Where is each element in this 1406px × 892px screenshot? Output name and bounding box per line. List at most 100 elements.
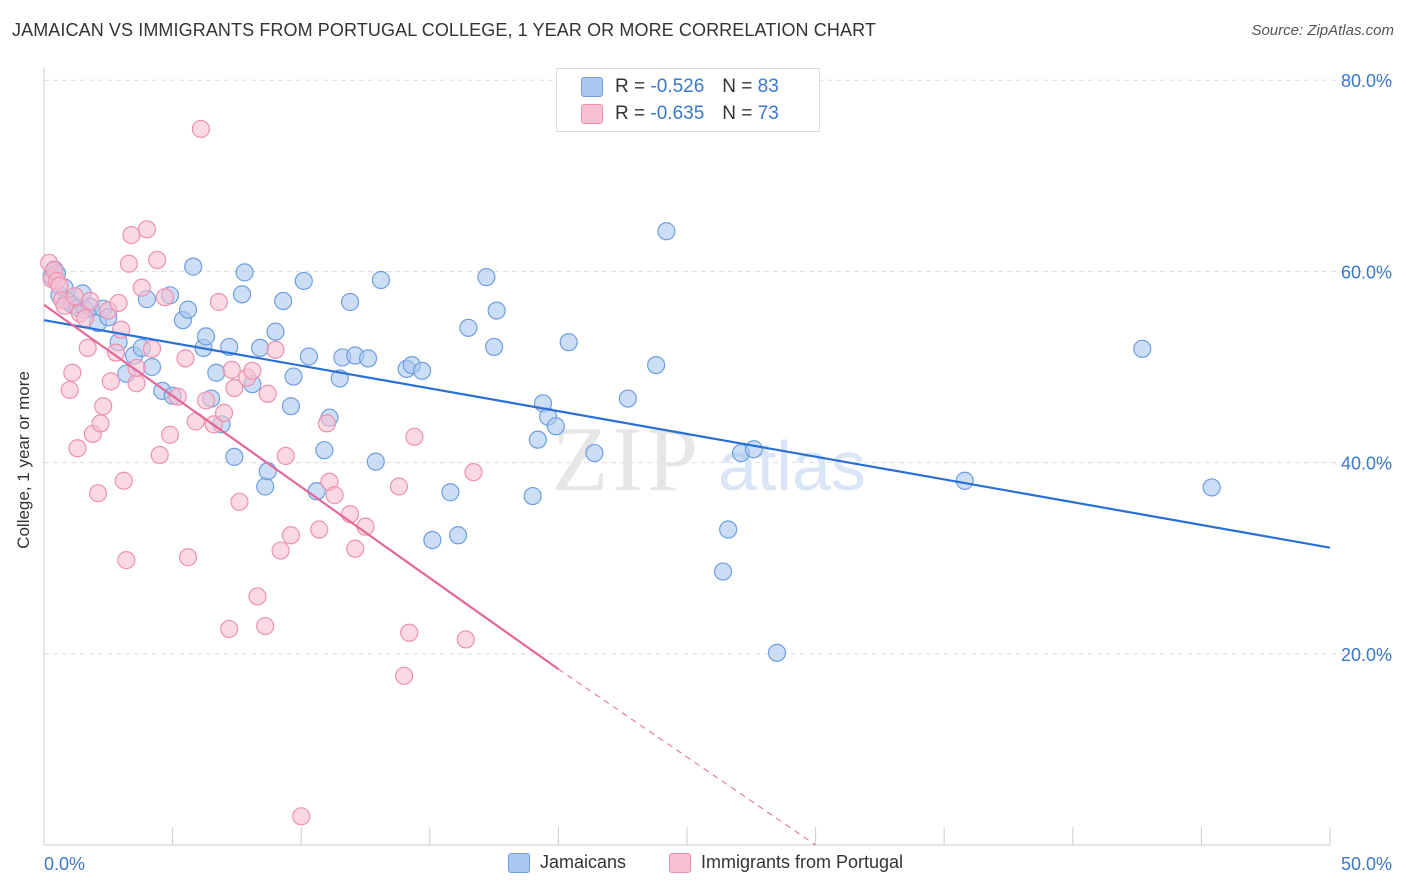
portugal-point [122,225,141,245]
jamaican-point [142,357,162,377]
jamaican-point [448,526,468,545]
portugal-point [94,397,113,416]
legend-item-jamaicans[interactable]: Jamaicans [508,852,626,873]
jamaican-point [767,643,787,662]
portugal-point [101,372,120,391]
portugal-point [225,378,244,398]
jamaican-point [340,292,360,312]
portugal-point [114,471,133,490]
portugal-point [281,526,301,545]
y-tick-label: 20.0% [1341,645,1392,665]
portugal-point [292,807,311,826]
portugal-point [243,361,262,380]
jamaican-point [256,477,275,496]
portugal-point [405,427,424,446]
portugal-point [214,403,234,422]
portugal-trend-extension [558,668,816,846]
portugal-point [400,623,419,642]
jamaican-point [232,285,252,304]
jamaican-point [955,471,974,490]
jamaican-point [366,452,385,471]
legend-n-label: N = [722,103,753,124]
jamaican-point [647,355,666,375]
legend-n-value: 83 [757,76,779,97]
y-tick-label: 60.0% [1341,262,1392,282]
jamaican-point [178,300,198,319]
portugal-point [155,288,174,307]
jamaican-point [274,291,293,311]
legend-swatch-pink [669,852,691,873]
y-tick-label: 80.0% [1341,71,1392,91]
portugal-point [394,666,414,685]
portugal-point [230,492,249,511]
portugal-point [464,463,483,482]
portugal-point [78,338,97,357]
portugal-point [258,384,277,403]
jamaican-trend-line [43,319,1331,549]
portugal-point [60,380,79,400]
tick-labels: 20.0% 40.0% 60.0% 80.0% 0.0% 50.0% [44,71,1392,874]
portugal-point [222,360,241,379]
jamaican-point [487,301,506,320]
portugal-point [106,343,126,362]
jamaican-point [618,389,637,408]
legend-n-label: N = [722,76,753,97]
jamaican-point [657,222,676,241]
jamaican-point [358,349,378,368]
portugal-point [346,539,365,558]
legend-swatch-blue [581,77,603,97]
jamaican-point [523,486,542,506]
jamaican-point [207,363,226,382]
jamaican-point [1133,339,1152,358]
legend-row-portugal: R = -0.635 N = 73 [581,102,779,126]
jamaican-point [412,361,432,380]
jamaican-point [235,263,254,282]
jamaican-point [294,271,313,291]
portugal-point [209,292,228,312]
portugal-point [127,374,146,393]
portugal-point [150,445,169,465]
y-tick-label: 40.0% [1341,454,1392,474]
portugal-point [389,477,409,496]
legend-r-value: -0.526 [650,76,705,97]
legend-swatch-pink [581,104,603,124]
jamaican-point [477,268,496,287]
portugal-point [76,309,95,328]
legend-label-portugal: Immigrants from Portugal [701,852,904,872]
jamaican-point [713,562,733,581]
legend-item-portugal[interactable]: Immigrants from Portugal [669,852,903,873]
portugal-point [271,541,290,560]
portugal-point [132,278,151,297]
legend-swatch-blue [508,852,530,873]
portugal-point [109,293,128,313]
portugal-point [68,439,87,458]
jamaican-point [196,327,216,346]
portugal-point [220,619,239,639]
jamaican-point [559,333,578,352]
legend-r-value: -0.635 [650,103,705,124]
portugal-trend-line [43,303,560,670]
portugal-point [148,250,167,270]
source-label: Source: ZipAtlas.com [1251,22,1394,39]
portugal-point [142,339,162,358]
portugal-point [88,484,108,503]
portugal-point [248,587,267,606]
jamaican-point [1202,478,1221,497]
jamaican-point [719,520,738,539]
jamaican-point [284,367,303,386]
portugal-point [137,220,156,239]
portugal-point [91,414,110,433]
legend-r-label: R = [615,103,646,124]
portugal-point [65,287,84,306]
legend-label-jamaicans: Jamaicans [540,852,627,872]
jamaican-point [371,270,391,290]
portugal-point [63,363,82,382]
y-axis-label: College, 1 year or more [14,371,33,549]
jamaican-point [266,322,285,341]
portugal-point [191,119,210,139]
portugal-point [119,254,138,273]
jamaican-point [441,483,460,502]
portugal-point [340,505,360,524]
legend-row-jamaicans: R = -0.526 N = 83 [581,75,779,99]
